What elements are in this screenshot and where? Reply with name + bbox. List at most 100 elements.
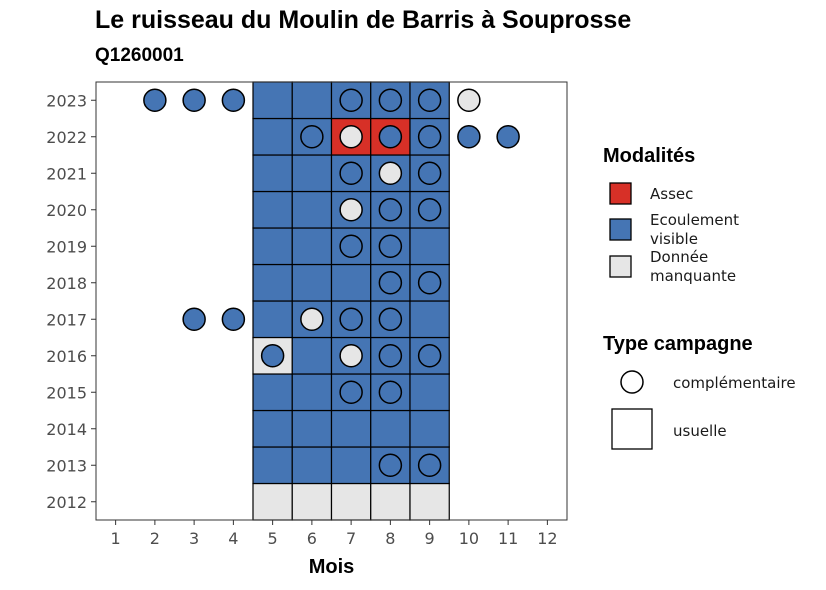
tile-usuelle [291,263,333,302]
point-complementaire [457,125,481,149]
tile-usuelle [252,373,293,412]
plot-border [95,81,568,521]
point-complementaire [417,161,442,185]
tile-usuelle [252,227,293,266]
point-complementaire [496,125,520,149]
y-tick-label: 2016 [46,347,87,366]
legend-key-assec [609,182,632,205]
legend-label-modalite: visible [650,230,698,248]
tile-usuelle [252,154,293,193]
legend-label-modalite: Donnée [650,248,708,266]
legend-label-usuelle: usuelle [673,422,727,440]
point-complementaire [221,88,246,112]
tile-usuelle [409,482,450,521]
point-complementaire [378,161,403,185]
x-tick-label: 2 [150,529,160,548]
point-complementaire [143,88,167,112]
x-axis-title: Mois [309,556,355,578]
point-complementaire [221,307,246,331]
point-complementaire [378,234,403,258]
y-tick-label: 2019 [46,237,87,256]
point-complementaire [339,125,363,149]
tile-usuelle [252,446,293,485]
tile-usuelle [291,409,333,448]
point-complementaire [378,198,403,222]
legend-label-modalite: Ecoulement [650,211,739,229]
point-complementaire [339,234,363,258]
tile-usuelle [252,81,293,120]
point-complementaire [182,307,206,331]
chart-title: Le ruisseau du Moulin de Barris à Soupro… [95,6,632,34]
tile-usuelle [291,446,333,485]
legend-label-complementaire: complémentaire [673,374,796,392]
y-tick-label: 2015 [46,383,87,402]
tile-usuelle [370,482,411,521]
tile-usuelle [409,373,450,412]
point-complementaire [339,380,363,404]
tile-usuelle [409,227,450,266]
point-complementaire [300,307,324,331]
x-tick-label: 1 [111,529,121,548]
x-tick-label: 8 [385,529,395,548]
tile-usuelle [409,300,450,339]
y-tick-label: 2012 [46,493,87,512]
tile-usuelle [252,263,293,302]
point-complementaire [339,88,363,112]
tile-usuelle [252,190,293,229]
y-tick-label: 2023 [46,91,87,110]
point-complementaire [378,88,403,112]
tile-usuelle [291,482,333,521]
point-complementaire [182,88,206,112]
tile-usuelle [330,263,372,302]
legend-key-ecoulement-visible [609,218,632,241]
point-complementaire [378,125,403,149]
x-tick-label: 9 [425,529,435,548]
y-tick-label: 2021 [46,164,87,183]
point-complementaire [339,198,363,222]
tile-usuelle [370,409,411,448]
point-complementaire [378,344,403,368]
y-tick-label: 2018 [46,274,87,293]
y-tick-label: 2014 [46,420,87,439]
y-tick-label: 2017 [46,310,87,329]
tile-usuelle [330,446,372,485]
tile-usuelle [252,117,293,156]
point-complementaire [417,344,442,368]
legend-modalites-title: Modalités [603,145,695,167]
tile-usuelle [291,373,333,412]
point-complementaire [260,344,285,368]
legend-key-usuelle [611,408,653,450]
point-complementaire [417,88,442,112]
chart-subtitle: Q1260001 [95,45,184,66]
tile-usuelle [330,409,372,448]
tile-usuelle [291,227,333,266]
tile-usuelle [252,482,293,521]
legend-type-title: Type campagne [603,333,753,355]
x-tick-label: 3 [189,529,199,548]
point-complementaire [417,453,442,477]
point-complementaire [378,271,403,295]
y-tick-label: 2013 [46,456,87,475]
y-tick-label: 2022 [46,128,87,147]
tile-usuelle [409,409,450,448]
x-tick-label: 6 [307,529,317,548]
y-tick-label: 2020 [46,201,87,220]
point-complementaire [339,344,363,368]
tile-usuelle [252,300,293,339]
legend-key-donnée-manquante [609,255,632,278]
tile-usuelle [330,190,372,229]
legend-label-modalite: Assec [650,185,693,203]
tile-usuelle [291,154,333,193]
x-tick-label: 11 [498,529,518,548]
x-tick-label: 5 [268,529,278,548]
point-complementaire [378,307,403,331]
point-complementaire [378,453,403,477]
point-complementaire [339,161,363,185]
x-tick-label: 7 [346,529,356,548]
x-tick-label: 4 [228,529,238,548]
tile-usuelle [330,482,372,521]
legend-key-complementaire [620,370,644,394]
point-complementaire [417,125,442,149]
point-complementaire [457,88,481,112]
